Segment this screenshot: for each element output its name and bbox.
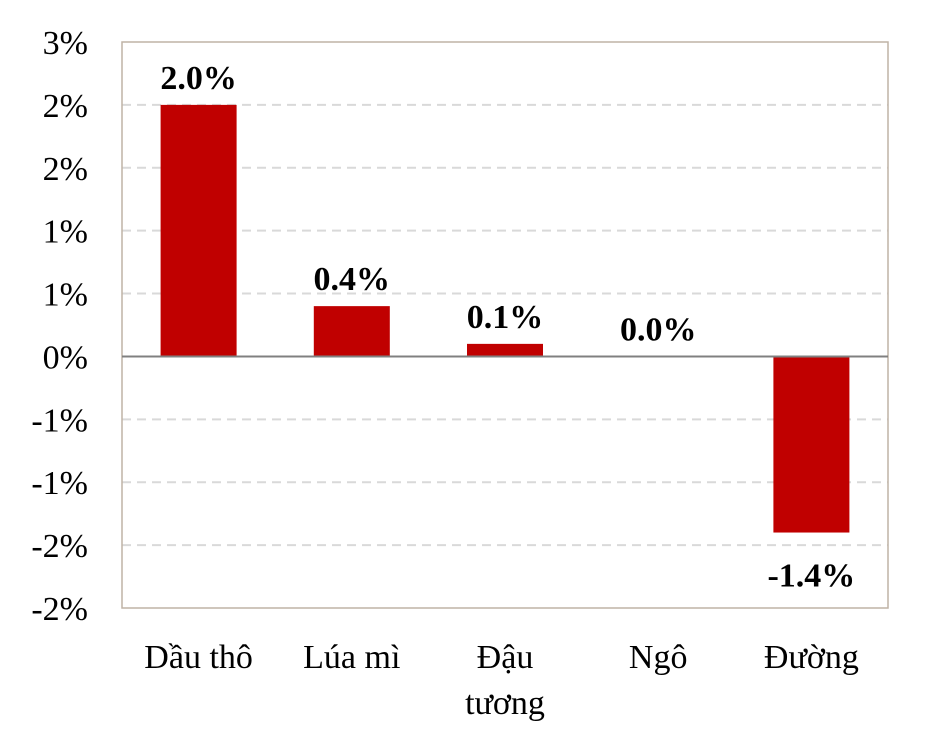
y-tick-label: 1% <box>43 277 88 314</box>
x-category-label: Ngô <box>629 639 688 676</box>
data-label: 0.4% <box>314 261 391 298</box>
y-tick-label: 2% <box>43 151 88 188</box>
gridlines <box>122 103 888 547</box>
y-axis-tick-labels: 3% 2% 2% 1% 1% 0% -1% -1% -2% -2% <box>31 25 88 628</box>
data-labels: 2.0% 0.4% 0.1% 0.0% -1.4% <box>160 60 855 595</box>
plot-area-frame <box>121 41 889 609</box>
x-category-label: Đậu tương <box>465 639 545 722</box>
y-tick-label: -1% <box>31 402 88 439</box>
y-tick-label: 2% <box>43 88 88 125</box>
data-label: 0.1% <box>467 299 544 336</box>
data-label: 0.0% <box>620 311 697 348</box>
x-category-label: Dầu thô <box>144 639 253 676</box>
bar <box>773 356 850 533</box>
y-tick-label: 3% <box>43 25 88 62</box>
y-tick-label: 0% <box>43 339 88 376</box>
x-category-label: Đường <box>764 639 859 676</box>
x-category-label: Lúa mì <box>303 639 400 676</box>
bar <box>313 306 390 357</box>
x-axis-category-labels: Dầu thô Lúa mì Đậu tương Ngô Đường <box>144 639 859 722</box>
y-tick-label: -2% <box>31 528 88 565</box>
data-label: -1.4% <box>767 558 855 595</box>
bar <box>467 343 543 357</box>
bars <box>160 104 850 533</box>
y-tick-label: 1% <box>43 214 88 251</box>
y-tick-label: -2% <box>31 591 88 628</box>
y-tick-label: -1% <box>31 465 88 502</box>
data-label: 2.0% <box>160 60 237 97</box>
bar <box>160 104 237 357</box>
